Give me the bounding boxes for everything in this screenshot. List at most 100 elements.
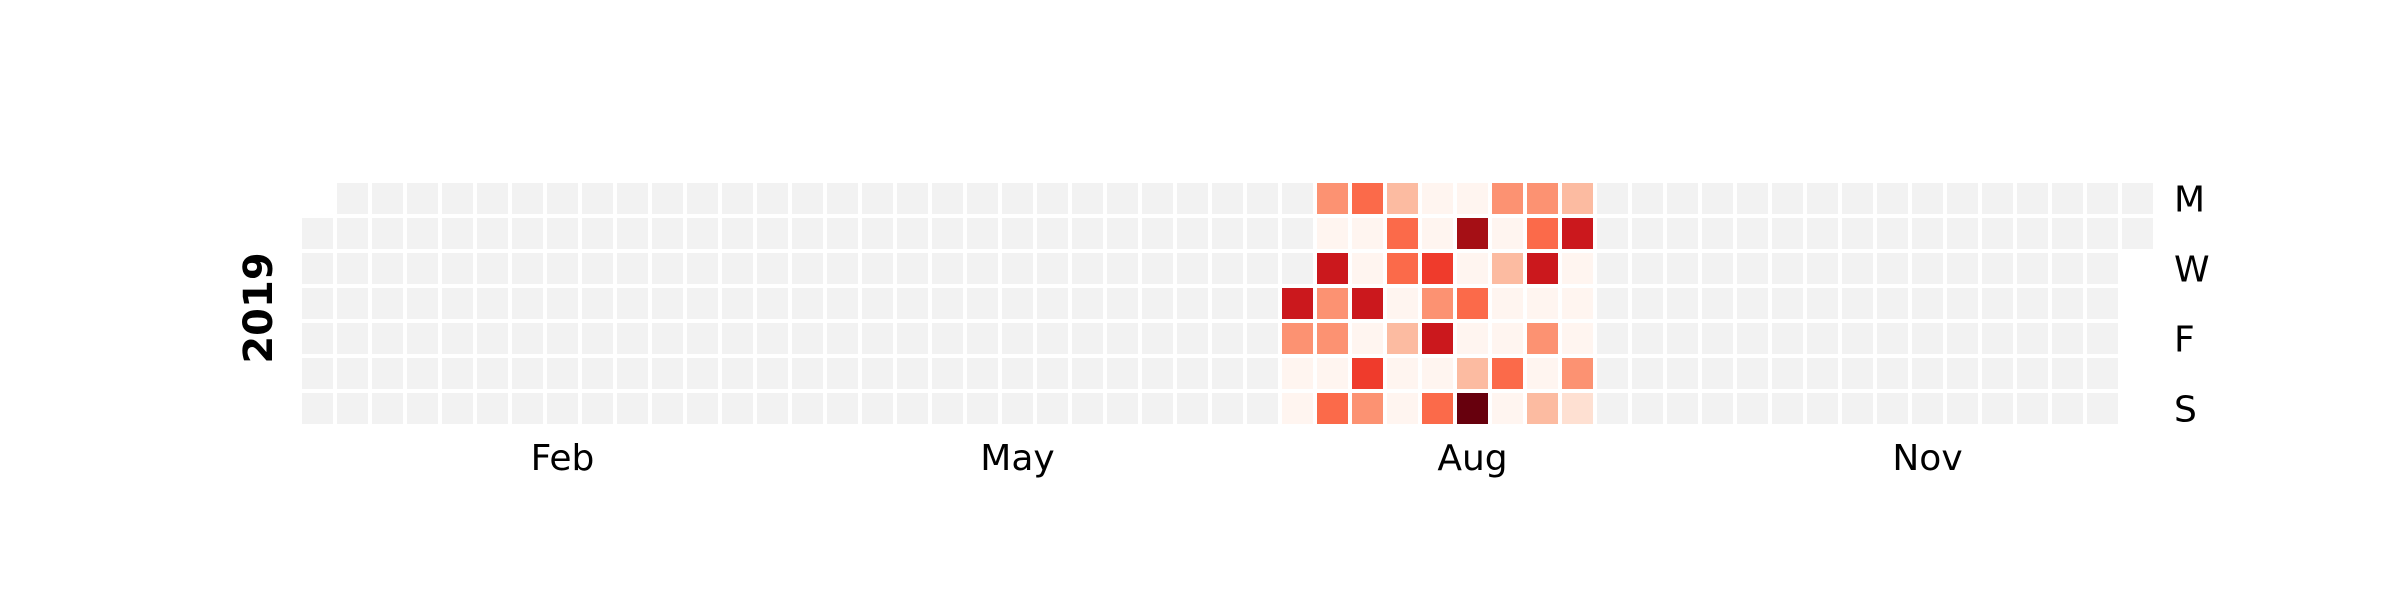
day-cell [1492,183,1523,214]
heatmap-cells [302,183,2153,424]
day-cell [512,358,543,389]
day-cell [2052,323,2083,354]
month-label: Nov [1892,438,1962,479]
day-cell [2087,218,2118,249]
day-cell [1632,288,1663,319]
day-cell [1667,288,1698,319]
day-cell [442,183,473,214]
day-cell [897,323,928,354]
day-cell [1107,288,1138,319]
day-cell [897,218,928,249]
day-cell [862,288,893,319]
day-cell [1702,218,1733,249]
day-cell [1037,183,1068,214]
day-cell [1562,218,1593,249]
day-cell [1107,218,1138,249]
day-cell [442,253,473,284]
day-cell [2122,218,2153,249]
day-cell [1807,288,1838,319]
day-cell [1072,358,1103,389]
day-cell [1282,253,1313,284]
day-cell [1527,183,1558,214]
day-cell [652,323,683,354]
day-cell [617,218,648,249]
day-cell [442,323,473,354]
day-cell [1422,358,1453,389]
day-cell [1702,323,1733,354]
day-cell [827,253,858,284]
day-cell [967,288,998,319]
day-cell [302,358,333,389]
day-cell [1212,183,1243,214]
day-cell [862,183,893,214]
day-cell [862,358,893,389]
day-cell [1527,358,1558,389]
day-cell [1352,218,1383,249]
day-cell [1947,218,1978,249]
day-cell [1212,253,1243,284]
day-cell [617,323,648,354]
day-cell [1212,288,1243,319]
day-cell [1387,253,1418,284]
day-cell [617,288,648,319]
day-cell [1597,218,1628,249]
day-cell [1807,253,1838,284]
day-cell [1282,183,1313,214]
day-cell [1982,393,2013,424]
day-cell [337,323,368,354]
day-cell [407,253,438,284]
day-cell [862,393,893,424]
day-cell [722,393,753,424]
day-cell [967,218,998,249]
day-cell [1177,253,1208,284]
day-cell [1562,393,1593,424]
day-cell [1177,288,1208,319]
day-cell [1807,393,1838,424]
day-cell [1142,393,1173,424]
day-cell [302,218,333,249]
day-cell [512,183,543,214]
day-cell [897,253,928,284]
day-cell [2052,288,2083,319]
day-cell [722,183,753,214]
day-cell [722,253,753,284]
day-cell [582,323,613,354]
day-cell [1317,288,1348,319]
day-cell [827,358,858,389]
day-cell [1212,323,1243,354]
day-cell [932,183,963,214]
day-cell [792,253,823,284]
day-cell [1912,183,1943,214]
day-cell [2017,288,2048,319]
day-cell [1142,288,1173,319]
day-cell [722,323,753,354]
day-cell [1107,323,1138,354]
day-cell [2052,218,2083,249]
day-cell [1527,323,1558,354]
day-cell [1842,358,1873,389]
day-cell [792,288,823,319]
day-cell [477,288,508,319]
day-cell [1772,253,1803,284]
day-cell [1037,218,1068,249]
day-cell [1387,393,1418,424]
day-cell [2087,253,2118,284]
day-cell [407,218,438,249]
day-cell [827,183,858,214]
day-cell [1842,323,1873,354]
day-cell [1457,323,1488,354]
day-cell [1457,358,1488,389]
day-cell [1527,393,1558,424]
day-cell [1037,358,1068,389]
day-cell [757,218,788,249]
day-cell [967,253,998,284]
day-cell [1772,358,1803,389]
day-cell [1877,288,1908,319]
weekday-label: W [2174,250,2210,291]
day-cell [2087,183,2118,214]
day-cell [1492,253,1523,284]
day-cell [442,288,473,319]
day-cell [1912,323,1943,354]
day-cell [1912,218,1943,249]
day-cell [1772,323,1803,354]
